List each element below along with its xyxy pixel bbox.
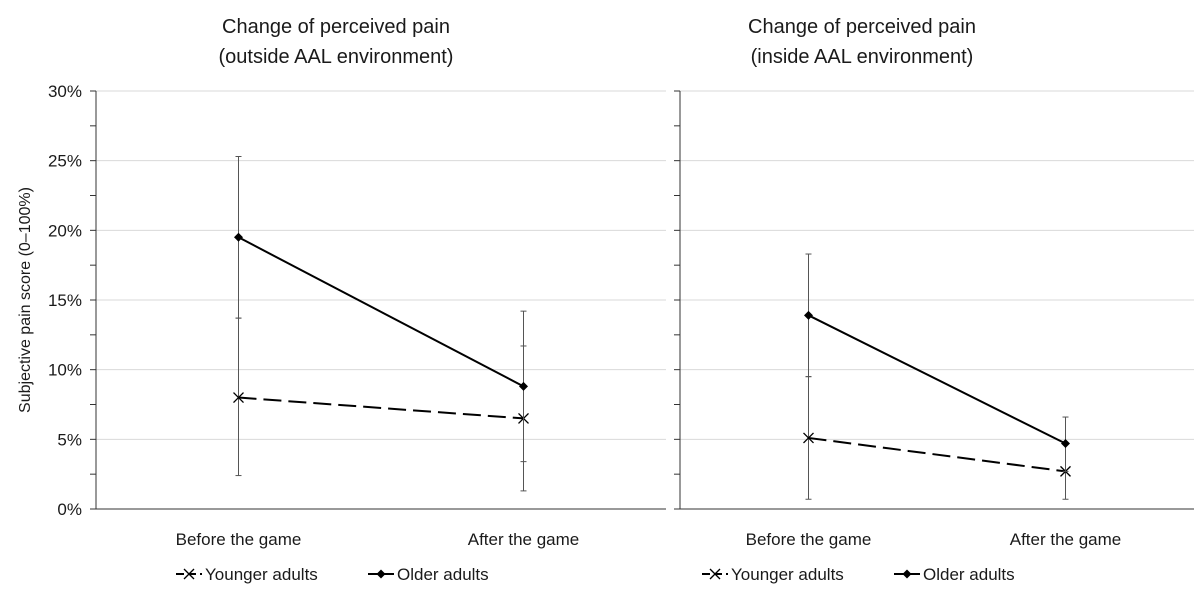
- chart-title-line: (inside AAL environment): [751, 46, 974, 68]
- legend-x-marker: [183, 568, 195, 580]
- y-tick-label: 10%: [48, 361, 82, 380]
- series-line: [238, 236, 524, 388]
- legend-diamond-marker: [902, 569, 912, 579]
- legend-label: Younger adults: [205, 565, 318, 584]
- x-marker-stroke: [803, 432, 814, 444]
- legend-x-marker: [709, 568, 721, 580]
- legend-label: Older adults: [923, 565, 1015, 584]
- series-line: [808, 436, 1066, 473]
- series-older-adults: [804, 253, 1070, 472]
- chart-title-line: Change of perceived pain: [222, 16, 450, 38]
- legend: Younger adults Older adults: [176, 565, 489, 584]
- legend-item: Older adults: [368, 565, 489, 584]
- y-tick-label: 0%: [57, 500, 82, 519]
- x-category-label: After the game: [468, 530, 580, 549]
- y-tick-label: 25%: [48, 152, 82, 171]
- x-category-label: After the game: [1010, 530, 1122, 549]
- legend-label: Older adults: [397, 565, 489, 584]
- y-axis-label: Subjective pain score (0–100%): [17, 187, 34, 413]
- legend-label: Younger adults: [731, 565, 844, 584]
- legend-item: Older adults: [894, 565, 1015, 584]
- data-point-diamond-marker: [519, 381, 528, 391]
- series-younger-adults: [803, 376, 1071, 500]
- series-line: [808, 314, 1066, 445]
- series-older-adults: [234, 155, 528, 463]
- chart-title-line: Change of perceived pain: [748, 16, 976, 38]
- y-tick-label: 30%: [48, 82, 82, 101]
- chart-panel-inside: Change of perceived pain (inside AAL envi…: [674, 16, 1194, 584]
- legend-diamond-marker: [376, 569, 386, 579]
- x-category-label: Before the game: [746, 530, 872, 549]
- legend-item: Younger adults: [176, 565, 318, 584]
- chart-title-line: (outside AAL environment): [219, 46, 454, 68]
- y-tick-label: 5%: [57, 430, 82, 449]
- chart-panel-outside: Change of perceived pain (outside AAL env…: [17, 16, 666, 584]
- data-point-diamond-marker: [804, 310, 813, 320]
- legend-item: Younger adults: [702, 565, 844, 584]
- y-tick-label: 20%: [48, 221, 82, 240]
- data-point-diamond-marker: [234, 232, 243, 242]
- series-line: [238, 396, 524, 420]
- x-category-label: Before the game: [176, 530, 302, 549]
- data-point-x-marker: [233, 392, 244, 403]
- data-point-x-marker: [803, 432, 814, 444]
- data-point-diamond-marker: [1061, 439, 1070, 449]
- y-tick-label: 15%: [48, 291, 82, 310]
- x-marker-stroke: [233, 392, 244, 403]
- legend: Younger adults Older adults: [702, 565, 1015, 584]
- series-younger-adults: [233, 317, 529, 492]
